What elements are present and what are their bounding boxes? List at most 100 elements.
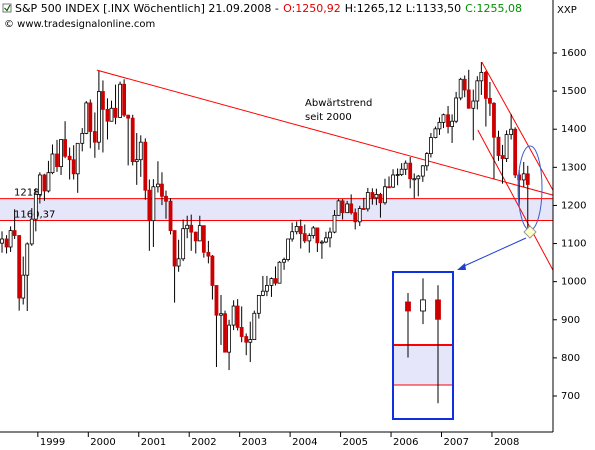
candle-body [471,100,476,109]
candle-body [197,225,202,242]
candle-body [395,174,400,176]
candle-body [408,162,413,180]
candle-body [29,218,34,245]
y-tick-label: 1600 [561,48,586,59]
candle-layer [0,62,530,371]
x-tick-label: 2003 [242,437,267,448]
x-tick-label: 2001 [141,437,166,448]
candle-body [84,102,89,134]
candle-body [156,183,160,188]
y-tick-label: 1200 [561,200,586,211]
candle-body [193,231,198,242]
x-tick-label: 2004 [292,437,317,448]
candle-body [311,227,316,236]
settings-icon[interactable] [2,3,12,13]
candle-body [147,189,152,222]
candle-body [345,203,350,214]
candle-body [176,258,181,267]
y-axis-label: XXP [557,5,577,16]
candle-body [8,230,13,248]
candle-body [450,120,454,127]
candle-body [63,139,67,157]
x-tick-label: 2002 [191,437,216,448]
candle-body [504,134,509,159]
candle-body [4,238,9,248]
candle-body [231,305,236,326]
quote-value: O:1250,92 [283,2,341,15]
candle-body [151,186,156,222]
candle-body [214,285,219,316]
candle-body [80,133,85,144]
candle-body [67,155,72,161]
candle-body [517,174,522,181]
candle-body [248,339,253,343]
candle-body [286,238,291,260]
candle-body [336,200,341,216]
candle-body [428,137,433,155]
candle-body [340,200,345,214]
candle-body [315,227,320,244]
y-tick-label: 1300 [561,162,586,173]
settings-check [4,4,11,12]
candle-body [244,336,249,343]
candle-body [420,165,425,177]
candle-body [181,228,186,260]
candle-body [370,192,375,199]
candle-body [265,285,269,292]
candle-body [374,193,379,199]
candle-body [105,109,110,122]
x-tick-label: 2008 [494,437,519,448]
x-tick-label: 2000 [90,437,115,448]
candle-body [223,313,227,353]
candle-body [88,102,93,132]
trend-line [96,69,554,196]
candle-body [12,230,17,236]
candle-body [273,278,278,284]
candle-body [405,301,411,312]
candle-body [357,208,362,223]
candle-body [496,136,501,156]
x-tick-label: 2007 [443,437,468,448]
candle-body [441,114,446,123]
candle-body [71,159,76,175]
x-tick-label: 2005 [343,437,368,448]
candle-body [361,208,366,210]
candle-body [282,259,286,263]
candle-body [349,203,354,214]
candle-body [201,225,206,253]
zoom-arrowhead [457,263,466,270]
candle-body [446,114,450,127]
candle-body [252,312,257,340]
y-tick-label: 900 [561,315,580,326]
candle-body [433,128,438,139]
candle-body [42,174,47,192]
candle-body [399,168,404,175]
candle-body [387,186,391,189]
candle-body [113,107,118,118]
y-tick-label: 800 [561,353,580,364]
level-band [0,198,553,221]
candle-body [46,172,51,192]
candle-body [235,305,240,328]
candle-body [294,226,299,233]
candle-body [118,83,122,118]
candle-body [479,72,484,82]
candle-body [307,235,312,242]
candle-body [96,91,101,143]
candle-body [437,121,442,130]
candle-body [378,193,383,204]
chart-title: S&P 500 INDEX [.INX Wöchentlich] 21.09.2… [15,2,522,15]
y-tick-label: 1500 [561,86,586,97]
candle-body [324,237,328,243]
level-label: 1218, [14,188,43,199]
y-tick-label: 700 [561,391,580,402]
candle-body [160,183,164,197]
candle-body [290,231,295,240]
candle-body [210,255,215,286]
candle-body [412,178,417,181]
quote-value: C:1255,08 [465,2,522,15]
candle-body [332,214,337,233]
